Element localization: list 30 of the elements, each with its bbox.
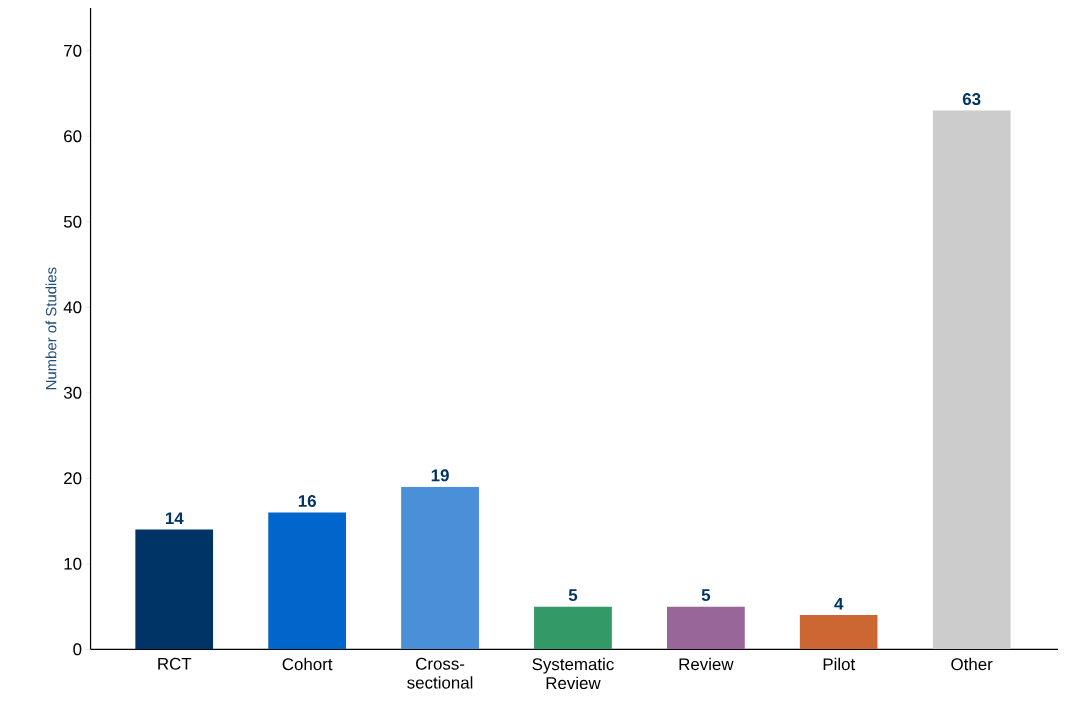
bar <box>135 529 214 650</box>
bar <box>534 606 612 650</box>
data-label: 14 <box>165 512 184 525</box>
x-tick-label: Review <box>679 657 734 671</box>
x-tick-label: Cross-sectional <box>407 657 473 689</box>
x-tick-label: Pilot <box>823 657 856 671</box>
y-tick-label: 0 <box>73 643 82 656</box>
data-label: 5 <box>568 589 578 601</box>
data-label: 19 <box>431 469 449 482</box>
y-tick-label: 10 <box>64 557 82 570</box>
bar <box>401 486 479 650</box>
data-label: 16 <box>298 494 316 507</box>
y-tick-label: 30 <box>63 386 82 399</box>
x-tick-label: Other <box>951 657 993 671</box>
bar <box>666 606 745 650</box>
y-tick-label: 20 <box>64 472 82 485</box>
y-tick-label: 50 <box>63 215 82 228</box>
data-label: 5 <box>701 589 711 601</box>
x-tick-label: RCT <box>158 657 192 670</box>
bar <box>799 615 878 650</box>
x-tick-label: Cohort <box>282 657 333 671</box>
y-tick-label: 40 <box>63 301 82 314</box>
data-label: 63 <box>962 93 981 106</box>
x-tick-label: Systematic Review <box>532 657 614 690</box>
y-tick-label: 60 <box>64 130 82 143</box>
y-axis-title: Number of Studies <box>45 267 57 390</box>
bar <box>932 110 1011 650</box>
y-tick-label: 70 <box>64 44 82 57</box>
bar <box>268 512 347 650</box>
data-label: 4 <box>834 597 844 610</box>
